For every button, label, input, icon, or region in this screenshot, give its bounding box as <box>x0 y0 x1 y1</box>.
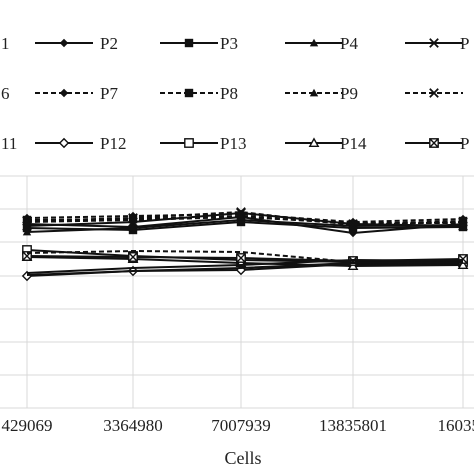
series-line <box>26 212 464 224</box>
legend-entry: P4 <box>285 34 358 53</box>
open-triangle-marker <box>308 137 320 148</box>
legend-entry: P14 <box>285 134 367 153</box>
diamond-marker <box>348 228 358 238</box>
legend-label: P3 <box>220 34 238 53</box>
triangle-marker <box>22 227 32 236</box>
x-marker <box>458 217 468 227</box>
boxed-x-marker-cross <box>236 253 246 263</box>
square-marker <box>184 38 194 48</box>
legend: 1 P2 P3 P4 P 6 P7 P8 P9 11 P12 P13 P14 P <box>1 34 469 153</box>
x-tick-label: 7007939 <box>211 416 271 435</box>
legend-label: P14 <box>340 134 367 153</box>
legend-entry: P2 <box>35 34 118 53</box>
series-line <box>26 258 464 274</box>
square-marker <box>184 88 194 98</box>
x-tick-label: 3364980 <box>103 416 163 435</box>
triangle-marker <box>309 38 319 47</box>
x-tick-labels: 429069 3364980 7007939 13835801 160350 <box>2 416 474 435</box>
open-diamond-marker <box>58 137 70 149</box>
series-line <box>26 210 464 227</box>
legend-entry: P13 <box>160 134 246 153</box>
legend-label: 6 <box>1 84 10 103</box>
legend-label: P9 <box>340 84 358 103</box>
legend-label: P <box>460 34 469 53</box>
legend-entry: 1 <box>1 34 10 53</box>
x-marker <box>236 207 246 217</box>
legend-entry <box>405 88 463 98</box>
legend-label: P12 <box>100 134 126 153</box>
x-marker <box>429 88 439 98</box>
open-triangle-marker <box>457 259 469 270</box>
legend-entry: P3 <box>160 34 238 53</box>
x-tick-label: 160350 <box>438 416 474 435</box>
legend-label: P <box>460 134 469 153</box>
series-group <box>21 207 469 282</box>
triangle-marker <box>128 223 138 232</box>
legend-entry: P <box>405 34 469 53</box>
open-square-marker <box>184 138 194 148</box>
series-P11 <box>26 258 464 274</box>
legend-label: P2 <box>100 34 118 53</box>
triangle-marker <box>128 215 138 224</box>
series-P10 <box>22 207 468 230</box>
diamond-marker <box>59 38 69 48</box>
series-P1 <box>26 261 464 276</box>
x-tick-label: 13835801 <box>319 416 387 435</box>
legend-entry: 11 <box>1 134 17 153</box>
legend-label: P13 <box>220 134 246 153</box>
x-marker <box>22 216 32 226</box>
x-tick-label: 429069 <box>2 416 53 435</box>
triangle-marker <box>309 88 319 97</box>
boxed-x-marker-cross <box>429 138 439 148</box>
legend-entry: P7 <box>35 84 118 103</box>
legend-entry: P8 <box>160 84 238 103</box>
legend-label: P4 <box>340 34 358 53</box>
legend-entry: P12 <box>35 134 126 153</box>
legend-label: 11 <box>1 134 17 153</box>
legend-entry: P9 <box>285 84 358 103</box>
boxed-x-marker-cross <box>128 252 138 262</box>
x-marker <box>348 220 358 230</box>
series-line <box>26 261 464 276</box>
x-marker <box>429 38 439 48</box>
x-marker <box>128 213 138 223</box>
x-axis-title: Cells <box>224 448 261 468</box>
triangle-marker <box>236 212 246 221</box>
diamond-marker <box>59 88 69 98</box>
legend-label: 1 <box>1 34 10 53</box>
legend-entry: 6 <box>1 84 10 103</box>
legend-label: P8 <box>220 84 238 103</box>
legend-entry: P <box>405 134 469 153</box>
legend-label: P7 <box>100 84 118 103</box>
